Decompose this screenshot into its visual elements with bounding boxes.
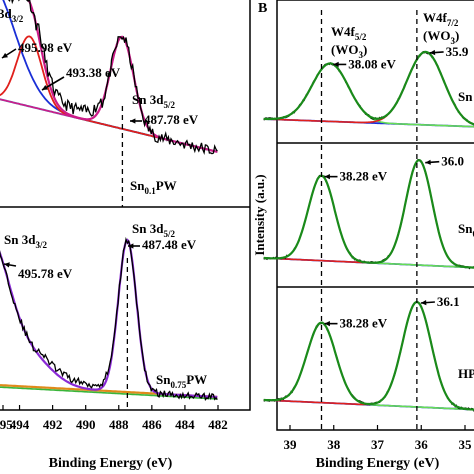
b1-component-5-2 (263, 62, 474, 128)
b3-label-right-peak: 36.1 (437, 294, 460, 309)
b2-label-left-peak: 38.28 eV (340, 169, 388, 184)
a1-label-495-98: 495.98 eV (18, 40, 73, 55)
a1-arrow-487-78-head (130, 118, 136, 124)
b2-arrow-right-peak-head (425, 159, 431, 165)
a2-label-487-48: 487.48 eV (142, 237, 197, 252)
b3-label-left-peak: 38.28 eV (340, 316, 388, 331)
b-label-w4f-7-2: W4f7/2 (423, 10, 459, 28)
b3-component-5-2 (263, 321, 474, 411)
b3-sample-label: HP (458, 366, 474, 381)
b2-fit-envelope (263, 158, 474, 269)
panel-a-xtick-label: 495 (0, 417, 13, 432)
panel-a-xtick-label: 494 (10, 417, 30, 432)
panel-b-letter: B (258, 1, 267, 16)
b1-fit-envelope (263, 50, 474, 126)
a2-arrow-495-78-head (4, 262, 10, 268)
a2-label-sn3d-3-2: Sn 3d3/2 (4, 232, 47, 250)
panel-a-xlabel: Binding Energy (eV) (49, 456, 173, 471)
panel-b-xtick-label: 36 (415, 437, 429, 452)
b2-sample-label: Sn0 (458, 221, 474, 239)
b3-arrow-left-peak-head (324, 321, 330, 327)
a2-arrow-487-48-head (128, 243, 134, 249)
panel-a-xtick-label: 492 (43, 417, 63, 432)
a1-label-493-38: 493.38 eV (66, 65, 121, 80)
panel-a-xtick-label: 484 (175, 417, 195, 432)
annotations (1, 10, 444, 430)
panel-b-xlabel: Binding Energy (eV) (316, 456, 440, 471)
b2-arrow-left-peak-head (324, 174, 330, 180)
b1-label-left-peak: 38.08 eV (348, 56, 396, 71)
a1-arrow-493-38-head (42, 85, 48, 90)
b1-arrow-left-peak-head (333, 61, 339, 67)
a2-background-green (0, 386, 218, 400)
panel-a-xtick-label: 482 (208, 417, 228, 432)
b-label-wo3-left: (WO3) (331, 42, 367, 60)
b-label-wo3-right: (WO3) (423, 28, 459, 46)
panel-b-xtick-label: 35 (459, 437, 473, 452)
b1-sample-label: Sn (458, 89, 473, 104)
panel-b-ylabel: Intensity (a.u.) (252, 174, 267, 255)
panel-b-xtick-label: 38 (327, 437, 341, 452)
b2-label-right-peak: 36.0 (441, 154, 464, 169)
b3-fit-envelope (263, 300, 474, 411)
b-label-w4f-5-2: W4f5/2 (331, 24, 367, 42)
curves (0, 0, 474, 413)
a2-sample-label: Sn0.75PW (156, 372, 207, 390)
a2-label-sn3d-5-2: Sn 3d5/2 (132, 221, 175, 239)
panel-a-xtick-label: 490 (76, 417, 96, 432)
a2-fit-envelope (0, 238, 218, 399)
a2-raw-data (0, 236, 218, 402)
a1-arrow-495-98-head (2, 52, 8, 58)
panel-b-xtick-label: 39 (284, 437, 298, 452)
b3-arrow-right-peak-head (420, 300, 427, 306)
a2-label-495-78: 495.78 eV (18, 266, 73, 281)
b2-component-5-2 (263, 174, 474, 269)
a1-raw-data (7, 0, 218, 156)
b1-label-right-peak: 35.9 (446, 44, 469, 59)
panel-b-frame (276, 0, 474, 431)
panel-a-frame (0, 0, 251, 411)
panel-b-xtick-label: 37 (371, 437, 385, 452)
a1-label-sn3d-5-2: Sn 3d5/2 (132, 92, 175, 110)
a1-label-487-78: 487.78 eV (144, 112, 199, 127)
a1-sample-label: Sn0.1PW (130, 178, 177, 196)
panel-a-xtick-label: 486 (142, 417, 162, 432)
a1-label-3d-3-2: 3d3/2 (0, 6, 24, 24)
b1-arrow-right-peak-head (429, 49, 436, 56)
panel-a-xtick-label: 488 (109, 417, 129, 432)
